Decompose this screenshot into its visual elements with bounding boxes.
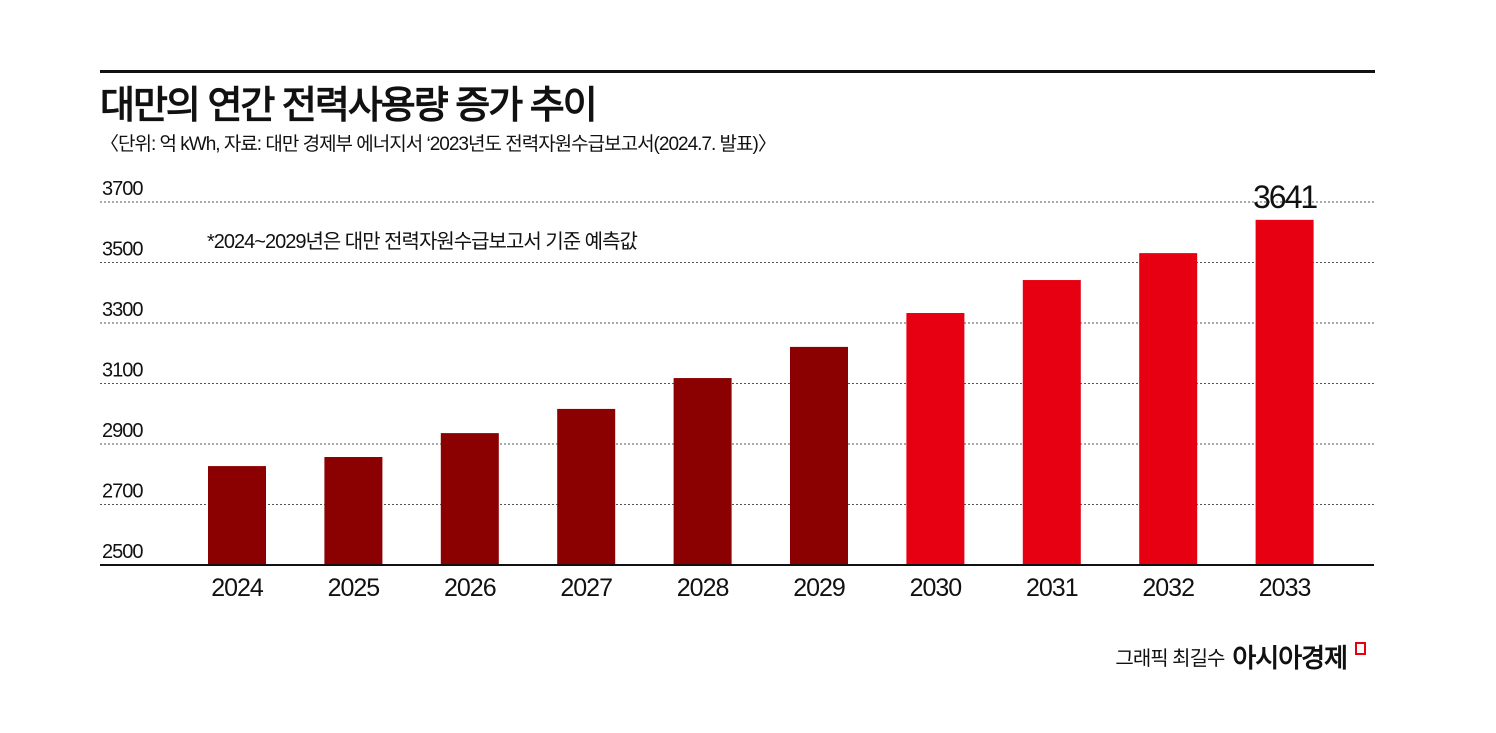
- y-tick-label: 3100: [102, 360, 143, 382]
- chart-subtitle: 〈단위: 억 kWh, 자료: 대만 경제부 에너지서 ‘2023년도 전력자원…: [100, 134, 777, 155]
- x-tick-label: 2032: [1142, 574, 1194, 602]
- forecast-note: *2024~2029년은 대만 전력자원수급보고서 기준 예측값: [207, 231, 638, 253]
- bar-2030: [906, 313, 965, 565]
- bar-2032: [1139, 253, 1198, 565]
- credit-author: 그래픽 최길수: [1115, 648, 1225, 670]
- y-tick-label: 2900: [102, 420, 143, 442]
- x-tick-label: 2024: [211, 574, 264, 602]
- x-tick-label: 2027: [560, 574, 612, 602]
- x-tick-label: 2029: [793, 574, 845, 602]
- x-tick-label: 2031: [1026, 574, 1078, 602]
- bar-2025: [324, 457, 383, 565]
- brand-logo: 아시아경제: [1232, 643, 1348, 673]
- brand-mark-icon: [1355, 642, 1366, 655]
- x-tick-label: 2025: [328, 574, 380, 602]
- y-tick-label: 3700: [102, 178, 143, 200]
- x-tick-label: 2026: [444, 574, 496, 602]
- x-tick-label: 2028: [677, 574, 729, 602]
- bar-2033: [1255, 219, 1314, 565]
- credit: 그래픽 최길수 아시아경제: [1115, 638, 1366, 675]
- bar-2029: [790, 346, 848, 565]
- bar-2026: [440, 433, 499, 565]
- bar-2024: [208, 466, 266, 565]
- chart-title: 대만의 연간 전력사용량 증가 추이: [100, 85, 598, 127]
- bar-2028: [673, 378, 732, 565]
- x-tick-label: 2033: [1259, 574, 1311, 602]
- bar-2027: [557, 408, 616, 565]
- top-rule: [100, 70, 1375, 73]
- x-tick-label: 2030: [910, 574, 962, 602]
- bar-2031: [1022, 280, 1081, 565]
- y-tick-label: 2500: [102, 541, 143, 563]
- y-tick-label: 2700: [102, 481, 143, 503]
- data-label: 3641: [1253, 179, 1317, 215]
- y-tick-label: 3300: [102, 299, 143, 321]
- y-tick-label: 3500: [102, 239, 143, 261]
